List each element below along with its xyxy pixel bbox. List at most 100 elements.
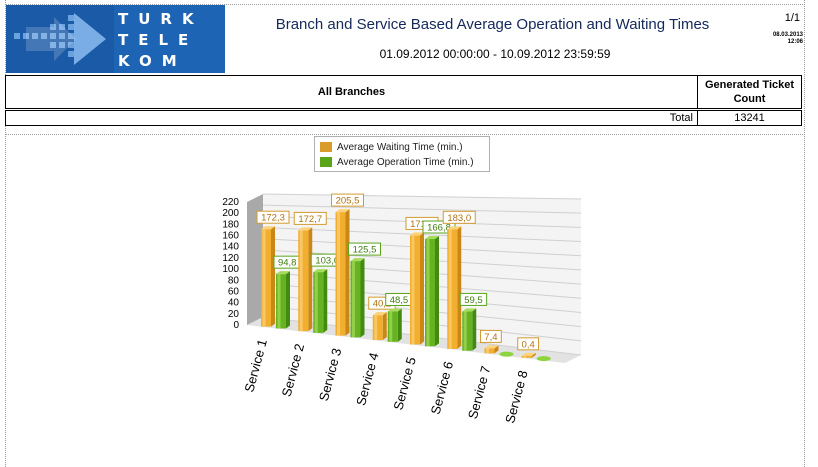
x-tick-label: Service 7 <box>465 364 494 420</box>
waiting-time-bar <box>484 348 495 354</box>
x-tick-label: Service 5 <box>390 355 419 411</box>
bar-highlight <box>352 261 355 338</box>
y-tick-label: 0 <box>233 320 239 331</box>
bar-side <box>382 312 387 341</box>
bar-side <box>420 232 424 345</box>
data-label: 0,4 <box>522 339 535 350</box>
section-divider-line <box>5 134 805 135</box>
waiting-time-bar <box>447 229 458 349</box>
bar-highlight <box>337 212 340 336</box>
legend-label-waiting: Average Waiting Time (min.) <box>337 141 463 153</box>
gridline <box>262 193 582 200</box>
waiting-time-bar <box>372 315 383 341</box>
logo-wordmark: TURK TELE KOM <box>118 9 222 72</box>
generated-date: 08.03.2013 <box>772 32 803 38</box>
bar-top <box>372 312 387 316</box>
waiting-time-bar <box>521 355 532 358</box>
data-label: 103,0 <box>315 256 339 267</box>
bar-top <box>335 209 350 213</box>
data-label: 94,8 <box>278 258 297 269</box>
bar-top <box>484 345 499 349</box>
ticket-count-column-header: Generated Ticket Count <box>698 76 801 108</box>
data-label: 205,5 <box>336 196 360 207</box>
data-label-box <box>293 211 327 225</box>
summary-total-row: Total 13241 <box>5 110 802 126</box>
ticket-count-header-line1: Generated Ticket <box>704 79 795 91</box>
bar-side <box>472 308 477 351</box>
y-tick-label: 140 <box>222 242 239 253</box>
logo-word-1: TURK <box>118 10 204 28</box>
bar-highlight <box>463 311 467 351</box>
data-label: 40,2 <box>373 299 392 310</box>
bar-highlight <box>411 235 415 345</box>
bar-highlight <box>448 229 452 349</box>
page-number: 1/1 <box>784 12 800 24</box>
right-margin-line <box>804 0 805 467</box>
data-label: 59,5 <box>464 295 483 306</box>
y-tick-label: 180 <box>222 219 239 230</box>
legend-label-operation: Average Operation Time (min.) <box>337 156 474 168</box>
x-tick-label: Service 3 <box>316 346 345 402</box>
data-label: 48,5 <box>390 295 409 306</box>
data-label-box <box>256 210 290 224</box>
gridline <box>262 204 582 214</box>
bar-side <box>494 345 499 354</box>
bar-top <box>276 271 290 275</box>
operation-time-bar <box>425 239 435 347</box>
data-label-box <box>517 337 540 351</box>
bar-side <box>345 209 350 336</box>
branch-column-header: All Branches <box>6 76 698 108</box>
bar-top <box>447 226 462 230</box>
generated-timestamp: 08.03.2013 12:06 <box>745 32 803 46</box>
waiting-time-bar <box>335 212 346 336</box>
date-range: 01.09.2012 00:00:00 - 10.09.2012 23:59:5… <box>379 47 611 61</box>
bar-highlight <box>389 311 393 342</box>
bar-top <box>261 226 275 230</box>
summary-table-header: All Branches Generated Ticket Count <box>5 75 802 109</box>
data-label-box <box>459 292 488 306</box>
data-label: 171,5 <box>410 219 434 230</box>
top-margin-line <box>5 4 805 5</box>
data-label-box <box>331 193 364 207</box>
x-tick-label: Service 4 <box>353 351 382 407</box>
bar-highlight <box>374 315 378 341</box>
operation-time-bar <box>276 274 286 329</box>
data-label-box <box>442 210 476 224</box>
left-margin-line <box>5 0 6 467</box>
bar-top <box>462 308 477 312</box>
operation-time-bar <box>536 356 551 362</box>
y-tick-label: 80 <box>228 275 240 286</box>
bar-highlight <box>262 229 266 327</box>
bar-highlight <box>314 272 318 333</box>
bar-top <box>313 269 328 273</box>
y-tick-label: 100 <box>222 264 239 275</box>
data-label: 172,7 <box>298 214 322 225</box>
total-label: Total <box>6 111 698 125</box>
legend-swatch-waiting <box>320 142 332 152</box>
x-tick-label: Service 8 <box>502 369 531 425</box>
data-label: 7,4 <box>484 332 497 343</box>
x-tick-label: Service 2 <box>279 342 308 398</box>
bar-highlight <box>486 348 489 354</box>
x-tick-label: Service 1 <box>241 338 270 394</box>
turk-telekom-logo: TURK TELE KOM <box>6 5 225 73</box>
bar-side <box>531 352 536 358</box>
y-tick-label: 40 <box>228 298 240 309</box>
bar-side <box>435 236 439 347</box>
bar-side <box>308 227 313 332</box>
bar-top <box>521 352 536 356</box>
bar-side <box>457 226 462 349</box>
data-label-box <box>348 242 381 256</box>
data-label: 172,3 <box>261 213 285 224</box>
logo-word-2: TELE <box>118 31 199 49</box>
chart-side-wall <box>247 194 263 325</box>
y-tick-label: 220 <box>222 197 239 208</box>
bar-top <box>387 308 402 312</box>
data-label: 125,5 <box>353 245 377 256</box>
report-title: Branch and Service Based Average Operati… <box>275 16 710 33</box>
legend-item-waiting: Average Waiting Time (min.) <box>320 140 463 154</box>
operation-time-bar <box>313 272 324 333</box>
logo-arrow-mark <box>6 5 114 73</box>
